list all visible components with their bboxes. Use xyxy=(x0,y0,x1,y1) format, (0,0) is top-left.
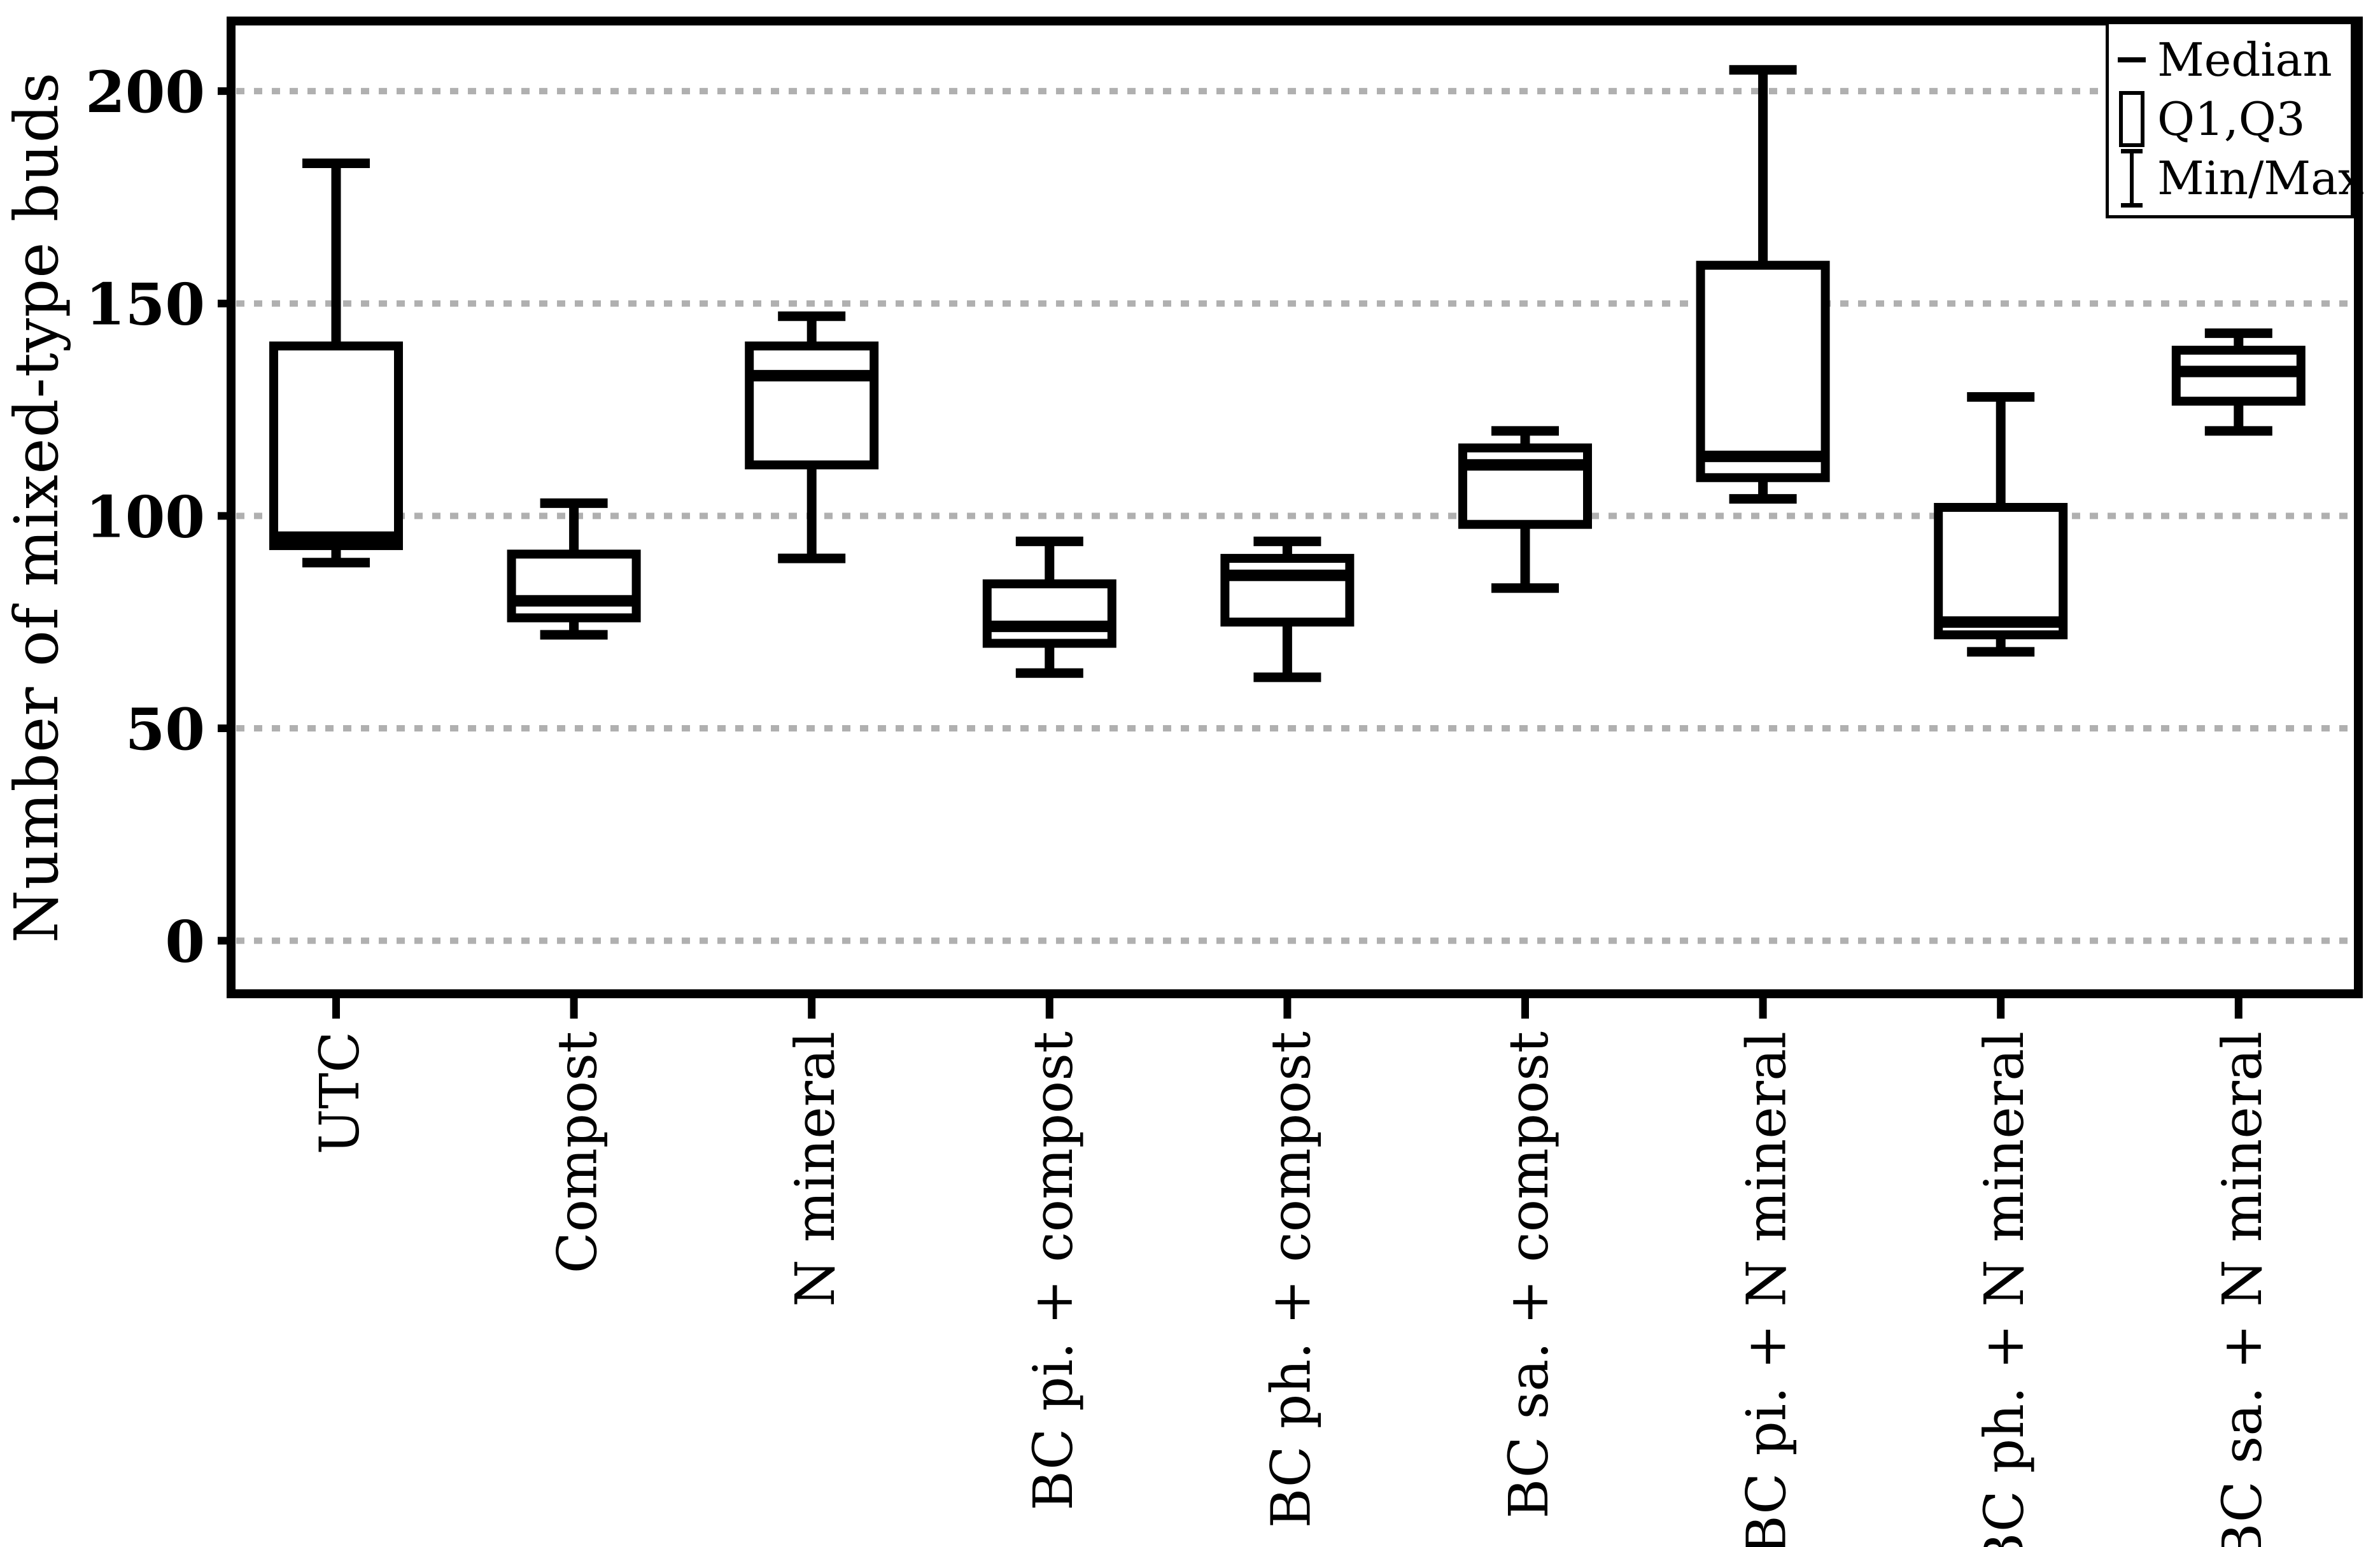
iqr-box xyxy=(507,549,641,623)
x-category-label: BC ph. + compost xyxy=(1260,1031,1323,1528)
x-category-label: N mineral xyxy=(784,1031,847,1307)
y-tick-label: 150 xyxy=(85,271,205,339)
box-group xyxy=(982,536,1116,678)
legend-label-quartiles: Q1,Q3 xyxy=(2157,92,2306,146)
x-category-label: BC sa. + N mineral xyxy=(2211,1031,2274,1547)
x-category-label: Compost xyxy=(547,1031,610,1273)
box-group xyxy=(507,498,641,640)
iqr-box xyxy=(745,341,879,470)
x-category-label: UTC xyxy=(309,1031,372,1154)
box-group xyxy=(1220,536,1355,682)
x-category-label: BC ph. + N mineral xyxy=(1973,1031,2036,1547)
iqr-box xyxy=(269,341,403,551)
x-category-label: BC pi. + N mineral xyxy=(1736,1031,1799,1547)
box-group xyxy=(1934,392,2068,657)
iqr-box xyxy=(1220,554,1355,627)
y-axis-label: Number of mixed-type buds xyxy=(2,71,72,943)
legend-label-minmax: Min/Max xyxy=(2157,151,2364,205)
y-tick-label: 200 xyxy=(85,59,205,126)
legend-item-quartiles: Q1,Q3 xyxy=(2115,90,2351,149)
y-tick-label: 100 xyxy=(85,483,205,551)
iqr-box xyxy=(982,579,1116,648)
whisker-icon xyxy=(2115,148,2148,208)
box-group xyxy=(2171,328,2306,436)
legend-item-minmax: Min/Max xyxy=(2115,148,2364,208)
legend: Median Q1,Q3 Min/Max xyxy=(2106,21,2364,218)
box-group xyxy=(269,159,403,568)
legend-item-median: Median xyxy=(2115,31,2351,90)
iqr-box xyxy=(1696,260,1830,483)
box-icon xyxy=(2115,91,2148,147)
box-group xyxy=(1696,65,1830,504)
box-group xyxy=(745,311,879,563)
x-category-label: BC sa. + compost xyxy=(1498,1031,1561,1518)
axes-frame xyxy=(227,17,2363,998)
legend-label-median: Median xyxy=(2157,33,2332,87)
median-line-icon xyxy=(2115,57,2148,63)
iqr-box xyxy=(1934,503,2068,640)
x-category-label: BC pi. + compost xyxy=(1022,1031,1085,1511)
box-group xyxy=(1458,426,1592,593)
y-tick-label: 50 xyxy=(125,696,205,763)
y-tick-label: 0 xyxy=(165,908,205,976)
